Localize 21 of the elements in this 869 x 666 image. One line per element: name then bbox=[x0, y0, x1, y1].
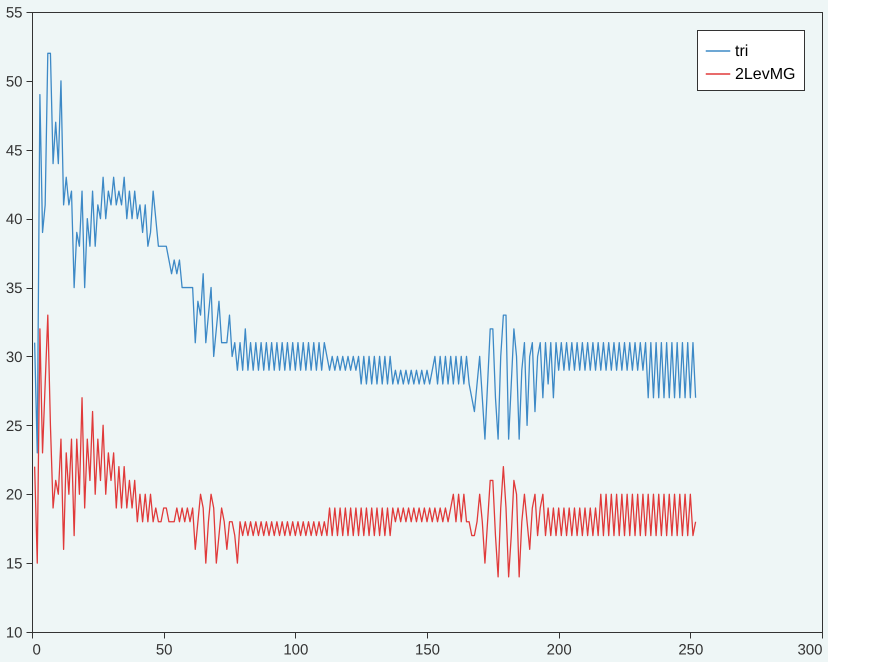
y-tick-label: 50 bbox=[6, 73, 22, 90]
y-tick-label: 45 bbox=[6, 142, 22, 160]
x-tick-label: 300 bbox=[797, 642, 822, 658]
x-tick-label: 0 bbox=[32, 642, 41, 658]
x-tick-label: 150 bbox=[414, 642, 440, 658]
y-tick-label: 40 bbox=[6, 211, 22, 228]
x-tick-label: 100 bbox=[283, 642, 308, 658]
x-tick-label: 50 bbox=[156, 642, 173, 658]
y-tick-label: 20 bbox=[6, 486, 22, 504]
legend-label: tri bbox=[735, 43, 748, 60]
legend-label: 2LevMG bbox=[735, 66, 796, 83]
y-tick-label: 10 bbox=[6, 624, 22, 642]
line-series bbox=[34, 52, 696, 454]
x-tick-label: 200 bbox=[546, 642, 572, 658]
y-tick-label: 15 bbox=[6, 556, 22, 573]
y-tick-label: 55 bbox=[6, 4, 22, 22]
y-tick-label: 30 bbox=[6, 348, 22, 366]
y-tick-label: 35 bbox=[6, 280, 22, 298]
y-tick-label: 25 bbox=[6, 418, 22, 435]
x-tick-label: 250 bbox=[678, 642, 704, 658]
line-series bbox=[34, 314, 696, 578]
